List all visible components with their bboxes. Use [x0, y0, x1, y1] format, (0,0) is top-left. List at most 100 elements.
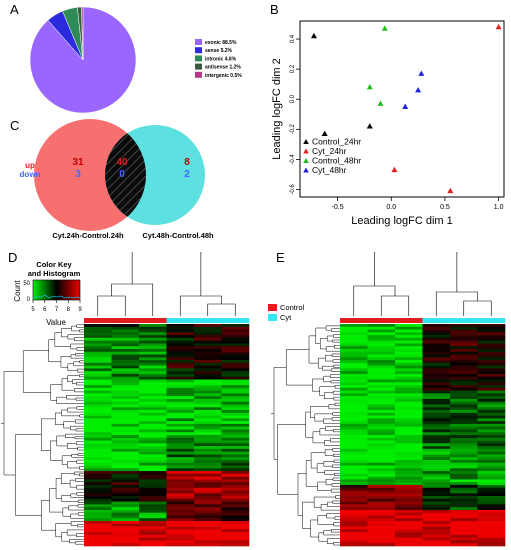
dendrogram-branch [325, 355, 333, 361]
heat-cell [340, 366, 368, 369]
heat-cell [478, 457, 506, 460]
heat-cell [423, 435, 451, 438]
heat-cell [194, 443, 222, 446]
y-tick-label-1: -0.4 [290, 154, 296, 165]
heat-cell [340, 380, 368, 383]
heat-cell [84, 502, 112, 505]
point-3-0 [418, 70, 424, 75]
col-bar-cell [450, 318, 478, 323]
heat-cell [139, 479, 167, 482]
heat-cell [194, 491, 222, 494]
heat-cell [340, 507, 368, 510]
heat-cell [84, 432, 112, 435]
heat-cell [368, 504, 396, 507]
heat-cell [450, 441, 478, 444]
heat-cell [423, 468, 451, 471]
heat-cell [84, 466, 112, 469]
heat-cell [84, 399, 112, 402]
heat-cell [450, 488, 478, 491]
heat-cell [222, 327, 250, 330]
col-bar-cell [84, 318, 112, 323]
dendrogram-branch [78, 505, 84, 508]
heat-cell [395, 432, 423, 435]
heat-cell [139, 513, 167, 516]
heat-cell [368, 488, 396, 491]
heat-cell [167, 355, 195, 358]
heat-cell [84, 499, 112, 502]
x-axis-label: Leading logFC dim 1 [351, 215, 453, 227]
heat-cell [478, 510, 506, 513]
dendrogram-branch [327, 502, 340, 506]
heat-cell [139, 466, 167, 469]
heat-cell [139, 482, 167, 485]
heat-cell [222, 449, 250, 452]
heat-cell [194, 460, 222, 463]
heat-cell [450, 485, 478, 488]
heat-cell [340, 343, 368, 346]
heat-cell [450, 479, 478, 482]
pie-legend-label-0: exonic 88.5% [205, 40, 237, 46]
heat-cell [194, 502, 222, 505]
dendrogram-branch [334, 542, 340, 545]
heat-cell [368, 543, 396, 546]
heat-cell [194, 388, 222, 391]
heat-cell [139, 502, 167, 505]
heat-cell [423, 527, 451, 530]
heat-cell [167, 330, 195, 333]
heat-cell [450, 540, 478, 543]
heat-cell [167, 510, 195, 513]
heat-cell [395, 474, 423, 477]
heat-cell [478, 332, 506, 335]
heat-cell [478, 438, 506, 441]
heat-cell [450, 388, 478, 391]
group-color-bar [340, 318, 505, 323]
heat-cell [395, 529, 423, 532]
heat-cell [139, 341, 167, 344]
heat-cell [340, 388, 368, 391]
heat-cell [423, 341, 451, 344]
heat-cell [222, 380, 250, 383]
heat-cell [167, 502, 195, 505]
heat-cell [167, 346, 195, 349]
heat-cell [222, 335, 250, 338]
heat-cell [395, 454, 423, 457]
heat-cell [139, 491, 167, 494]
heat-cell [340, 535, 368, 538]
heat-cell [478, 435, 506, 438]
heat-cell [423, 510, 451, 513]
dendrogram-branch [331, 381, 340, 383]
heat-cell [450, 368, 478, 371]
heat-cell [478, 446, 506, 449]
heat-cell [340, 515, 368, 518]
heat-cell [194, 352, 222, 355]
heat-cell [84, 496, 112, 499]
heat-cell [139, 540, 167, 543]
heat-cell [222, 393, 250, 396]
heat-cell [423, 368, 451, 371]
heat-cell [395, 463, 423, 466]
heat-cell [423, 515, 451, 518]
mds-scatter-plot: -0.5 0.0 0.5 1.0-0.6-0.4-0.20.00.20.4 Contr… [270, 18, 511, 230]
heat-cell [139, 452, 167, 455]
heat-cell [423, 332, 451, 335]
heat-cell [139, 391, 167, 394]
heat-cell [395, 527, 423, 530]
heat-cell [194, 371, 222, 374]
heat-cell [423, 543, 451, 546]
heat-cell [368, 471, 396, 474]
heat-cell [222, 404, 250, 407]
heat-cell [167, 446, 195, 449]
heat-cell [450, 502, 478, 505]
dendrogram-branch [333, 448, 340, 451]
heat-cell [112, 532, 140, 535]
heat-cell [395, 343, 423, 346]
dendrogram-branch [50, 441, 62, 460]
heat-cell [423, 385, 451, 388]
heat-cell [450, 463, 478, 466]
heat-cell [368, 363, 396, 366]
heat-cell [194, 499, 222, 502]
x-tick-label-2: 0.5 [440, 204, 450, 211]
heat-cell [84, 474, 112, 477]
heat-cell [139, 343, 167, 346]
heat-cell [222, 468, 250, 471]
